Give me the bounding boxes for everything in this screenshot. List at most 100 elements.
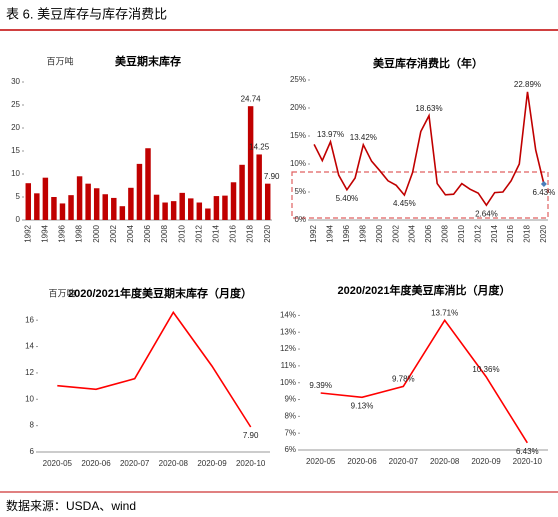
value-label: 6.43% <box>533 188 556 197</box>
y-tick-label: 10% <box>290 159 306 168</box>
value-label: 7.90 <box>264 172 280 181</box>
x-tick-label: 2012 <box>473 224 482 242</box>
x-tick-label: 2014 <box>212 224 221 242</box>
y-tick-label: 14% <box>280 311 296 320</box>
bar <box>213 196 220 220</box>
bar <box>239 164 245 220</box>
line <box>313 91 545 207</box>
x-tick-label: 2020-05 <box>43 459 73 468</box>
value-label: 13.71% <box>431 308 458 317</box>
y-tick-label: 20% <box>290 103 306 112</box>
x-tick-label: 1994 <box>40 224 49 242</box>
bar <box>76 176 83 220</box>
x-tick-label: 2020-09 <box>471 457 501 466</box>
x-tick-label: 2020-10 <box>236 459 266 468</box>
x-tick-label: 2018 <box>523 224 532 242</box>
value-label: 13.97% <box>317 130 344 139</box>
y-tick-label: 12 <box>25 368 34 377</box>
y-tick-label: 20 <box>11 123 20 132</box>
y-tick-label: 6 <box>30 447 35 456</box>
y-tick-label: 25 <box>11 100 20 109</box>
bar <box>128 187 134 220</box>
y-tick-label: 14 <box>25 342 34 351</box>
x-tick-label: 2020 <box>263 224 272 242</box>
chart-title: 2020/2021年度美豆期末库存（月度） <box>68 286 252 300</box>
y-tick-label: 0% <box>294 215 306 224</box>
value-label: 9.13% <box>351 401 374 410</box>
x-tick-label: 2016 <box>506 224 515 242</box>
y-tick-label: 8 <box>30 421 35 430</box>
y-tick-label: 16 <box>25 315 34 324</box>
y-tick-label: 25% <box>290 75 306 84</box>
x-tick-label: 2020-07 <box>389 457 419 466</box>
x-tick-label: 2006 <box>143 224 152 242</box>
bar <box>264 183 271 220</box>
x-tick-label: 2004 <box>408 224 417 242</box>
chart-title: 美豆期末库存 <box>115 54 181 68</box>
x-tick-label: 1992 <box>309 224 318 242</box>
x-tick-label: 1996 <box>342 224 351 242</box>
x-tick-label: 2016 <box>229 224 238 242</box>
y-tick-label: 15% <box>290 131 306 140</box>
x-tick-label: 2010 <box>457 224 466 242</box>
bar <box>205 208 211 220</box>
x-tick-label: 2014 <box>490 224 499 242</box>
value-label: 9.39% <box>309 381 332 390</box>
x-tick-label: 2000 <box>92 224 101 242</box>
value-label: 5.40% <box>336 194 359 203</box>
x-tick-label: 2020 <box>539 224 548 242</box>
y-tick-label: 10 <box>25 394 34 403</box>
x-tick-label: 2008 <box>441 224 450 242</box>
x-tick-label: 2018 <box>246 224 255 242</box>
y-unit: 百万吨 <box>48 287 75 298</box>
y-tick-label: 13% <box>280 327 296 336</box>
x-tick-label: 2020-08 <box>159 459 189 468</box>
x-tick-label: 2000 <box>375 224 384 242</box>
x-tick-label: 1996 <box>58 224 67 242</box>
bar <box>179 192 185 220</box>
bar <box>230 182 237 220</box>
value-label: 9.78% <box>392 375 415 384</box>
value-label: 14.25 <box>249 143 270 152</box>
x-tick-label: 2002 <box>109 224 118 242</box>
x-tick-label: 1992 <box>23 224 32 242</box>
point-marker <box>540 180 547 187</box>
highlight-box <box>291 171 549 219</box>
x-tick-label: 2020-06 <box>81 459 111 468</box>
footer-source: 数据来源：USDA、wind <box>6 498 136 513</box>
x-tick-label: 1994 <box>326 224 335 242</box>
x-tick-label: 2012 <box>194 224 203 242</box>
y-tick-label: 7% <box>284 428 296 437</box>
value-label: 18.63% <box>415 104 442 113</box>
x-tick-label: 2008 <box>160 224 169 242</box>
y-tick-label: 11% <box>281 361 296 370</box>
value-label: 13.42% <box>350 133 377 142</box>
bar <box>59 203 66 220</box>
y-unit: 百万吨 <box>46 55 73 66</box>
y-tick-label: 30 <box>11 77 20 86</box>
bar <box>51 197 57 220</box>
y-tick-label: 12% <box>280 344 296 353</box>
bar <box>136 163 143 220</box>
x-tick-label: 2020-07 <box>120 459 150 468</box>
y-tick-label: 9% <box>284 395 296 404</box>
x-tick-label: 1998 <box>358 224 367 242</box>
bar <box>222 195 228 220</box>
x-tick-label: 2004 <box>126 224 135 242</box>
value-label: 6.43% <box>516 447 539 456</box>
x-tick-label: 2002 <box>391 224 400 242</box>
chart-title: 2020/2021年度美豆库消比（月度） <box>338 283 511 297</box>
bar <box>25 183 32 220</box>
value-label: 22.89% <box>514 80 541 89</box>
y-tick-label: 10 <box>11 169 20 178</box>
y-tick-label: 0 <box>16 215 21 224</box>
x-tick-label: 1998 <box>75 224 84 242</box>
bar <box>153 194 160 220</box>
bar <box>68 195 74 220</box>
bar <box>188 198 194 220</box>
bar <box>162 202 168 220</box>
y-tick-label: 6% <box>284 445 296 454</box>
chart-title: 美豆库存消费比（年） <box>373 56 483 70</box>
bar <box>42 177 49 220</box>
